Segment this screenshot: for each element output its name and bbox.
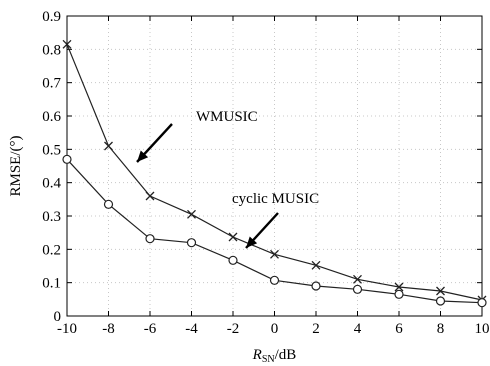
y-tick-label: 0.9 xyxy=(42,9,61,25)
x-tick-label: -2 xyxy=(227,321,240,337)
y-tick-label: 0.5 xyxy=(42,142,61,158)
x-tick-label: -8 xyxy=(102,321,115,337)
annotation-wmusic-arrow-head xyxy=(137,150,149,162)
series-cyclic-music xyxy=(62,154,487,308)
data-point-x-marker xyxy=(270,249,279,259)
annotation-cyclic-music-label: cyclic MUSIC xyxy=(232,191,319,207)
x-axis-title-symbol: R xyxy=(252,347,262,363)
data-point-circle-marker xyxy=(477,298,487,308)
data-point-x-marker xyxy=(228,232,238,242)
data-point-x-marker xyxy=(311,260,321,270)
annotation-cyclic-music-arrow-head xyxy=(246,236,258,248)
data-point-x-marker xyxy=(353,274,362,284)
y-axis-title: RMSE/(°) xyxy=(8,135,24,196)
x-tick-label: 0 xyxy=(271,321,279,337)
series-wmusic xyxy=(62,39,487,305)
y-tick-label: 0.3 xyxy=(42,209,61,225)
x-tick-label: -4 xyxy=(185,321,198,337)
y-tick-label: 0.6 xyxy=(42,109,61,125)
x-tick-label: 4 xyxy=(354,321,362,337)
y-tick-label: 0.4 xyxy=(42,176,61,192)
data-point-circle-marker xyxy=(394,289,404,299)
x-tick-label: 10 xyxy=(475,321,490,337)
data-point-x-marker xyxy=(104,141,113,151)
data-point-circle-marker xyxy=(311,281,321,291)
data-point-circle-marker xyxy=(352,284,363,294)
annotation-wmusic-label: WMUSIC xyxy=(196,109,258,125)
x-axis-title-subscript: SN xyxy=(262,354,275,365)
data-point-circle-marker xyxy=(186,238,197,248)
x-tick-label: 6 xyxy=(395,321,403,337)
y-tick-label: 0.1 xyxy=(42,276,61,292)
data-point-x-marker xyxy=(62,39,72,49)
data-point-circle-marker xyxy=(62,154,72,164)
data-point-x-marker xyxy=(394,282,404,292)
y-tick-label: 0.7 xyxy=(42,76,61,92)
data-point-x-marker xyxy=(187,209,196,219)
x-axis-title: RSN/dB xyxy=(252,347,297,365)
data-point-circle-marker xyxy=(269,275,280,285)
x-tick-label: -10 xyxy=(57,321,77,337)
data-point-circle-marker xyxy=(145,234,155,244)
data-point-circle-marker xyxy=(103,199,114,209)
y-tick-label: 0.2 xyxy=(42,242,61,258)
y-tick-label: 0.8 xyxy=(42,42,61,58)
x-tick-label: -6 xyxy=(144,321,157,337)
data-point-x-marker xyxy=(436,286,445,296)
data-point-x-marker xyxy=(145,191,155,201)
data-point-circle-marker xyxy=(435,296,446,306)
x-tick-label: 2 xyxy=(312,321,320,337)
x-tick-label: 8 xyxy=(437,321,445,337)
y-tick-label: 0 xyxy=(54,309,62,325)
data-point-circle-marker xyxy=(228,255,238,265)
x-axis-title-unit: /dB xyxy=(275,347,297,363)
